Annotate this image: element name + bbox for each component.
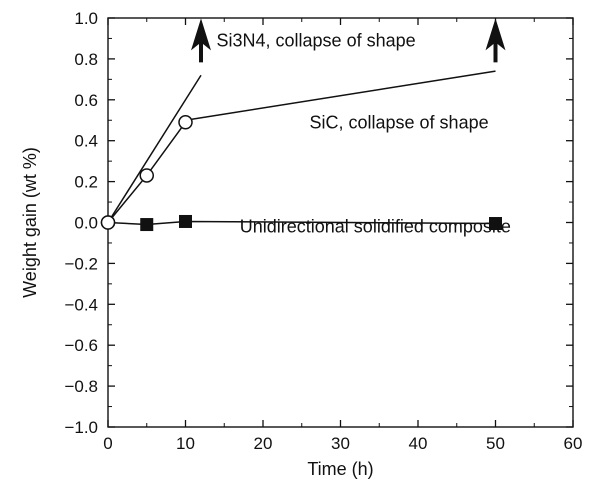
y-tick-label: 0.2: [74, 173, 98, 192]
annotation-0: Si3N4, collapse of shape: [217, 31, 416, 51]
composite-point: [179, 214, 192, 228]
x-axis-title: Time (h): [307, 459, 373, 479]
x-tick-label: 50: [486, 434, 505, 453]
y-tick-label: 0.6: [74, 91, 98, 110]
x-tick-label: 40: [409, 434, 428, 453]
y-tick-label: −0.8: [64, 377, 98, 396]
series: [107, 70, 496, 226]
y-tick-label: 0.8: [74, 50, 98, 69]
sic-arrow-head: [485, 18, 506, 51]
y-tick-label: −0.4: [64, 295, 98, 314]
y-tick-label: −1.0: [64, 418, 98, 437]
si3n4-arrow-head: [191, 18, 211, 51]
y-tick-label: 0.0: [74, 214, 98, 233]
composite-line: [107, 220, 496, 226]
ticks: 0 10 20 30 40 50 60 1.0 0.8 0.6 0.4 0.2 0.0 −0.2 −0.4 −…: [64, 9, 582, 453]
y-tick-label: 1.0: [74, 9, 98, 28]
x-tick-label: 10: [176, 434, 195, 453]
sic-line-extension: [185, 70, 496, 121]
markers: [100, 18, 506, 232]
y-tick-label: −0.2: [64, 254, 98, 273]
annotations: Si3N4, collapse of shape SiC, collapse of…: [217, 31, 511, 237]
y-axis-title: Weight gain (wt %): [20, 147, 40, 298]
si3n4-line: [107, 74, 202, 223]
x-tick-label: 60: [564, 434, 583, 453]
composite-point: [140, 218, 154, 232]
origin-point: [100, 215, 116, 230]
x-tick-label: 20: [254, 434, 273, 453]
sic-point: [178, 115, 193, 130]
annotation-1: SiC, collapse of shape: [310, 112, 489, 132]
x-tick-label: 0: [103, 434, 112, 453]
y-tick-label: −0.6: [64, 336, 98, 355]
composite-point: [489, 217, 502, 231]
x-tick-label: 30: [331, 434, 350, 453]
y-tick-label: 0.4: [74, 132, 98, 151]
sic-arrow: [485, 18, 506, 63]
si3n4-arrow: [191, 18, 211, 63]
annotation-2: Unidirectional solidified composite: [240, 217, 511, 237]
sic-point: [139, 168, 154, 183]
